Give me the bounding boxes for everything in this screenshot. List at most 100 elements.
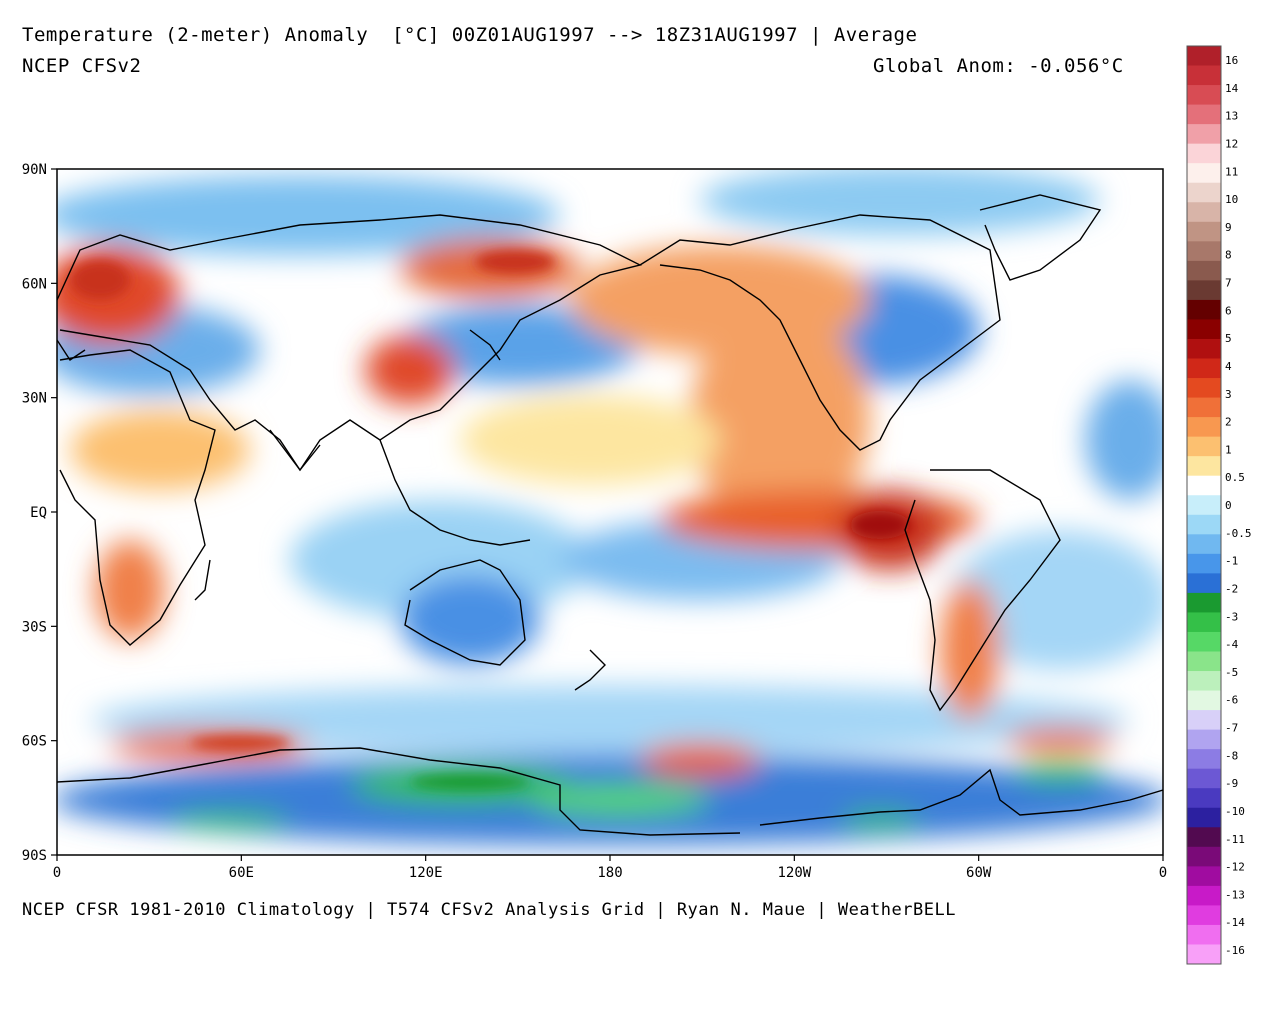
colorbar-swatch [1187,280,1221,301]
colorbar-label: -14 [1225,916,1245,929]
anomaly-field [57,169,1163,855]
colorbar-label: 8 [1225,249,1232,262]
colorbar-label: 9 [1225,221,1232,234]
colorbar-swatch [1187,534,1221,555]
colorbar-swatch [1187,553,1221,574]
colorbar-label: -13 [1225,888,1245,901]
longitude-labels: 0 60E 120E 180 120W 60W 0 [53,865,1167,881]
colorbar-swatch [1187,573,1221,594]
colorbar-swatch [1187,924,1221,945]
lon-label: 0 [1159,865,1167,881]
colorbar-swatch [1187,749,1221,770]
colorbar-swatch [1187,612,1221,633]
lon-label: 120W [777,865,811,881]
colorbar-swatch [1187,592,1221,613]
colorbar-label: -12 [1225,861,1245,874]
colorbar-swatch [1187,338,1221,360]
colorbar-label: -10 [1225,805,1245,818]
lon-label: 60W [966,865,992,881]
colorbar-label: 10 [1225,193,1238,206]
colorbar-label: 0.5 [1225,471,1245,484]
colorbar-swatch [1187,85,1221,106]
colorbar-swatch [1187,241,1221,262]
colorbar-label: 7 [1225,277,1232,290]
lon-label: 60E [229,865,254,881]
colorbar-swatch [1187,651,1221,672]
colorbar-swatch [1187,124,1221,145]
colorbar-swatch [1187,221,1221,242]
colorbar-label: -16 [1225,944,1245,957]
colorbar-swatch [1187,710,1221,731]
colorbar-label: -11 [1225,833,1245,846]
colorbar-swatch [1187,260,1221,281]
colorbar-label: 3 [1225,388,1232,401]
colorbar-label: -8 [1225,749,1238,762]
colorbar-swatch [1187,319,1221,340]
colorbar-label: 0 [1225,499,1232,512]
colorbar-swatch [1187,768,1221,789]
colorbar-label: -2 [1225,582,1238,595]
colorbar-label: -1 [1225,555,1238,568]
colorbar-label: 11 [1225,165,1238,178]
axis-ticks [51,168,1164,861]
colorbar-swatch [1187,358,1221,379]
colorbar-swatch [1187,436,1221,457]
colorbar-swatch [1187,631,1221,652]
colorbar-swatch [1187,690,1221,711]
model-name: NCEP CFSv2 [22,55,142,77]
colorbar-swatch [1187,788,1221,809]
colorbar-swatch [1187,475,1221,496]
map-title: Temperature (2-meter) Anomaly [°C] 00Z01… [22,24,918,46]
colorbar-swatch [1187,671,1221,692]
lon-label: 180 [597,865,622,881]
colorbar-label: -9 [1225,777,1238,790]
lat-label: 90N [22,162,47,178]
colorbar-swatch [1187,905,1221,926]
colorbar-label: 12 [1225,137,1238,150]
colorbar-swatch [1187,885,1221,906]
latitude-labels: 90N 60N 30N EQ 30S 60S 90S [22,162,47,864]
colorbar-swatch [1187,182,1221,203]
lat-label: 90S [22,848,47,864]
colorbar-label: 5 [1225,332,1232,345]
colorbar-label: 6 [1225,304,1232,317]
colorbar-swatch [1187,944,1221,965]
colorbar-frame [1186,45,1222,965]
lon-label: 0 [53,865,61,881]
colorbar-swatch [1187,495,1221,516]
colorbar-label: 4 [1225,360,1232,373]
colorbar-label: 13 [1225,110,1238,123]
colorbar-label: -0.5 [1225,527,1252,540]
lat-label: 60N [22,276,47,292]
lat-label: 30N [22,391,47,407]
colorbar-swatch [1187,846,1221,867]
colorbar-swatch [1187,456,1221,477]
colorbar-label: 16 [1225,54,1238,67]
colorbar-swatch [1187,397,1221,418]
colorbar-swatch [1187,46,1221,67]
colorbar-swatch [1187,202,1221,223]
colorbar-swatch [1187,729,1221,750]
colorbar-label: -4 [1225,638,1239,651]
lat-label: 60S [22,734,47,750]
colorbar-swatch [1187,514,1221,535]
colorbar-swatch [1187,866,1221,887]
lat-label: EQ [30,505,47,521]
colorbar-label: -3 [1225,610,1238,623]
colorbar-swatch [1187,827,1221,848]
global-anomaly: Global Anom: -0.056°C [873,55,1124,77]
colorbar-label: -6 [1225,694,1238,707]
colorbar-swatch [1187,65,1221,86]
lon-label: 120E [409,865,443,881]
colorbar-label: -5 [1225,666,1238,679]
colorbar-swatch [1187,143,1221,164]
colorbar-swatch [1187,807,1221,828]
colorbar-swatch [1187,378,1221,399]
lat-label: 30S [22,619,47,635]
colorbar: 16 14 13 12 11 10 9 8 7 6 5 4 3 2 1 0.5 0 -0.5 -1 -2 -3 -4 -5 -… [1186,45,1252,965]
footer-credit: NCEP CFSR 1981-2010 Climatology | T574 C… [22,900,956,920]
colorbar-label: 14 [1225,82,1239,95]
colorbar-label: 2 [1225,416,1232,429]
colorbar-label: -7 [1225,722,1238,735]
